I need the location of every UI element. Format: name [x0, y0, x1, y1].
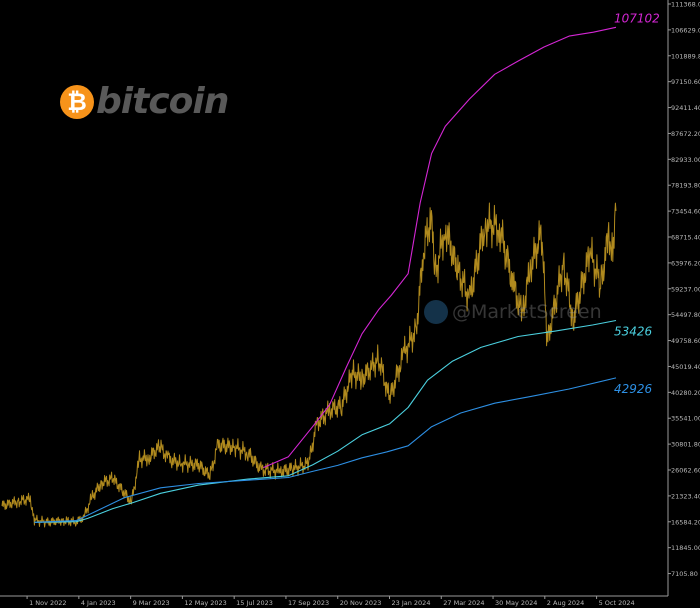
- bitcoin-logo: ₿ bitcoin: [60, 81, 229, 122]
- x-tick-label: 30 May 2024: [495, 599, 537, 607]
- y-tick-label: 49758.60: [671, 337, 700, 345]
- y-tick-label: 16584.20: [671, 518, 700, 526]
- y-tick-label: 54497.80: [671, 311, 700, 319]
- series-mid-end-label: 53426: [614, 325, 653, 339]
- series-upper-line: [263, 26, 617, 469]
- series-lower-end-label: 42926: [614, 382, 653, 396]
- y-tick-label: 106629.00: [671, 26, 700, 34]
- y-tick-label: 63976.20: [671, 259, 700, 267]
- y-tick-label: 26062.60: [671, 467, 700, 475]
- x-tick-label: 27 Mar 2024: [443, 599, 484, 607]
- series-price-line: [1, 202, 617, 528]
- x-tick-label: 23 Jan 2024: [391, 599, 430, 607]
- y-tick-label: 45019.40: [671, 363, 700, 371]
- y-tick-label: 7105.80: [671, 570, 698, 578]
- telegram-icon: [424, 300, 448, 324]
- watermark-text: @MarketScreen: [452, 301, 602, 323]
- watermark: @MarketScreen: [424, 300, 602, 324]
- y-tick-label: 21323.40: [671, 492, 700, 500]
- x-tick-label: 2 Aug 2024: [547, 599, 585, 607]
- x-tick-label: 5 Oct 2024: [599, 599, 635, 607]
- y-tick-label: 97150.60: [671, 78, 700, 86]
- series-lower-line: [34, 377, 617, 523]
- bitcoin-wordmark: bitcoin: [96, 81, 229, 122]
- x-tick-label: 17 Sep 2023: [288, 599, 329, 607]
- y-tick-label: 82933.00: [671, 156, 700, 164]
- y-tick-label: 87672.20: [671, 130, 700, 138]
- y-tick-label: 40280.20: [671, 389, 700, 397]
- y-tick-label: 11845.00: [671, 544, 700, 552]
- x-tick-label: 1 Nov 2022: [29, 599, 67, 607]
- series-mid-line: [34, 319, 617, 523]
- y-tick-label: 78193.80: [671, 182, 700, 190]
- x-tick-label: 15 Jul 2023: [236, 599, 273, 607]
- y-tick-label: 92411.40: [671, 104, 700, 112]
- bitcoin-coin-icon: ₿: [60, 85, 94, 119]
- y-tick-label: 30801.80: [671, 441, 700, 449]
- x-tick-label: 20 Nov 2023: [340, 599, 382, 607]
- y-tick-label: 111368.00: [671, 1, 700, 9]
- y-tick-label: 35541.00: [671, 415, 700, 423]
- x-tick-label: 9 Mar 2023: [133, 599, 170, 607]
- y-tick-label: 68715.40: [671, 234, 700, 242]
- series-upper-end-label: 107102: [614, 11, 660, 25]
- x-tick-label: 4 Jan 2023: [81, 599, 116, 607]
- y-tick-label: 59237.00: [671, 285, 700, 293]
- y-tick-label: 73454.60: [671, 208, 700, 216]
- y-tick-label: 101889.80: [671, 52, 700, 60]
- x-tick-label: 12 May 2023: [184, 599, 226, 607]
